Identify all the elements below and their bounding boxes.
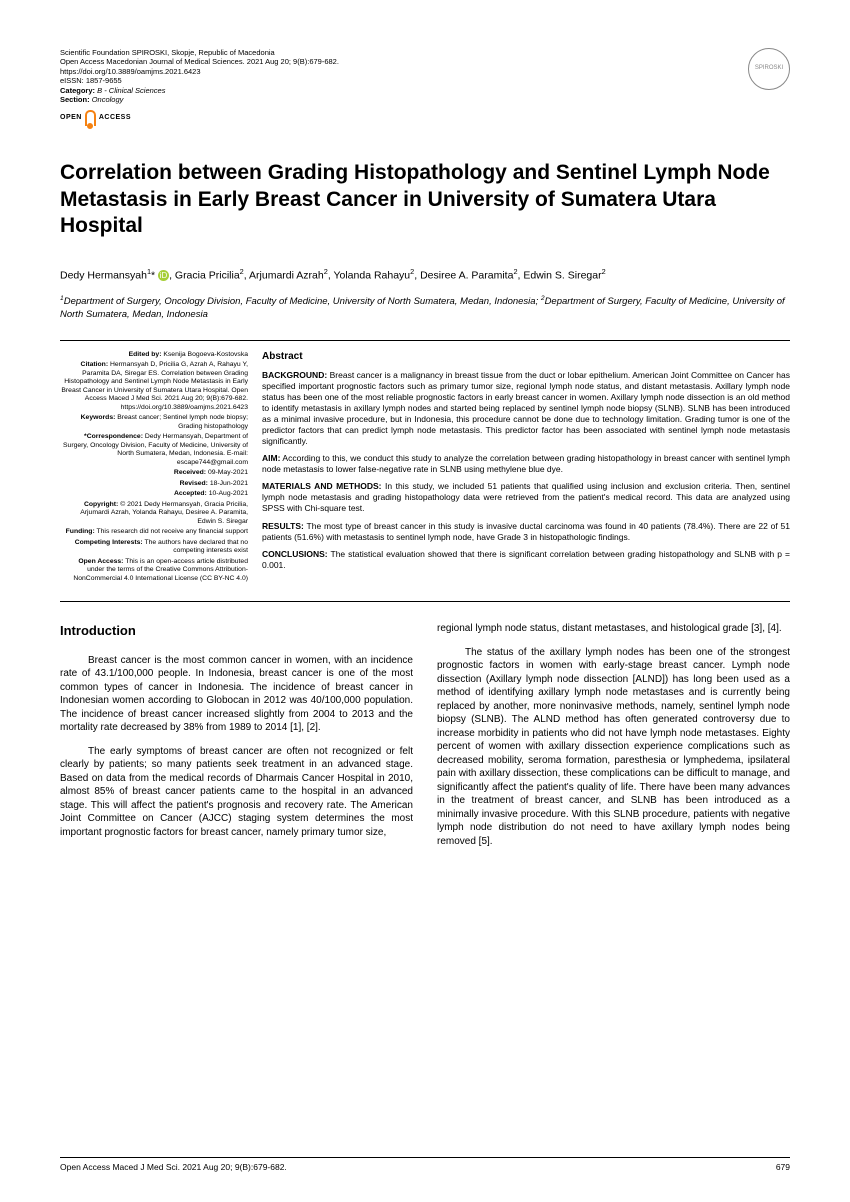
copyright: Copyright: © 2021 Dedy Hermansyah, Graci… — [60, 501, 248, 526]
footer-journal: Open Access Maced J Med Sci. 2021 Aug 20… — [60, 1162, 287, 1172]
received: Received: 09-May-2021 — [60, 469, 248, 477]
abstract-heading: Abstract — [262, 351, 790, 362]
page-number: 679 — [776, 1162, 790, 1172]
paragraph: regional lymph node status, distant meta… — [437, 622, 790, 636]
meta-journal: Open Access Macedonian Journal of Medica… — [60, 57, 748, 66]
open-access-badge: OPEN ACCESS — [60, 110, 131, 126]
page: Scientific Foundation SPIROSKI, Skopje, … — [0, 0, 850, 1202]
paragraph: Breast cancer is the most common cancer … — [60, 654, 413, 735]
abstract-background: BACKGROUND: Breast cancer is a malignanc… — [262, 370, 790, 447]
funding: Funding: This research did not receive a… — [60, 528, 248, 536]
accepted: Accepted: 10-Aug-2021 — [60, 490, 248, 498]
competing-interests: Competing Interests: The authors have de… — [60, 539, 248, 556]
abstract-results: RESULTS: The most type of breast cancer … — [262, 521, 790, 543]
citation: Citation: Hermansyah D, Pricilia G, Azra… — [60, 361, 248, 412]
paragraph: The early symptoms of breast cancer are … — [60, 745, 413, 840]
article-info-sidebar: Edited by: Ksenija Bogoeva-Kostovska Cit… — [60, 351, 248, 585]
paragraph: The status of the axillary lymph nodes h… — [437, 646, 790, 849]
abstract-aim: AIM: According to this, we conduct this … — [262, 453, 790, 475]
intro-heading: Introduction — [60, 622, 413, 640]
meta-publisher: Scientific Foundation SPIROSKI, Skopje, … — [60, 48, 748, 57]
revised: Revised: 18-Jun-2021 — [60, 480, 248, 488]
meta-eissn: eISSN: 1857-9655 — [60, 76, 748, 85]
meta-section: Section: Oncology — [60, 95, 748, 104]
publisher-logo: SPIROSKI — [748, 48, 790, 90]
meta-doi: https://doi.org/10.3889/oamjms.2021.6423 — [60, 67, 748, 76]
edited-by: Edited by: Ksenija Bogoeva-Kostovska — [60, 351, 248, 359]
open-access-icon — [85, 110, 96, 126]
page-footer: Open Access Maced J Med Sci. 2021 Aug 20… — [60, 1157, 790, 1172]
authors: Dedy Hermansyah1* iD, Gracia Pricilia2, … — [60, 267, 790, 283]
abstract-section: Edited by: Ksenija Bogoeva-Kostovska Cit… — [60, 351, 790, 585]
body-text: Introduction Breast cancer is the most c… — [60, 622, 790, 1157]
column-right: regional lymph node status, distant meta… — [437, 622, 790, 1157]
correspondence: *Correspondence: Dedy Hermansyah, Depart… — [60, 433, 248, 467]
abstract-body: Abstract BACKGROUND: Breast cancer is a … — [262, 351, 790, 585]
affiliations: 1Department of Surgery, Oncology Divisio… — [60, 295, 790, 322]
column-left: Introduction Breast cancer is the most c… — [60, 622, 413, 1157]
divider-top — [60, 340, 790, 341]
header-meta: Scientific Foundation SPIROSKI, Skopje, … — [60, 48, 790, 126]
divider-bottom — [60, 601, 790, 602]
journal-meta: Scientific Foundation SPIROSKI, Skopje, … — [60, 48, 748, 126]
open-access-statement: Open Access: This is an open-access arti… — [60, 558, 248, 583]
abstract-methods: MATERIALS AND METHODS: In this study, we… — [262, 481, 790, 514]
meta-category: Category: B - Clinical Sciences — [60, 86, 748, 95]
keywords: Keywords: Breast cancer; Sentinel lymph … — [60, 414, 248, 431]
abstract-conclusions: CONCLUSIONS: The statistical evaluation … — [262, 549, 790, 571]
article-title: Correlation between Grading Histopatholo… — [60, 160, 790, 239]
